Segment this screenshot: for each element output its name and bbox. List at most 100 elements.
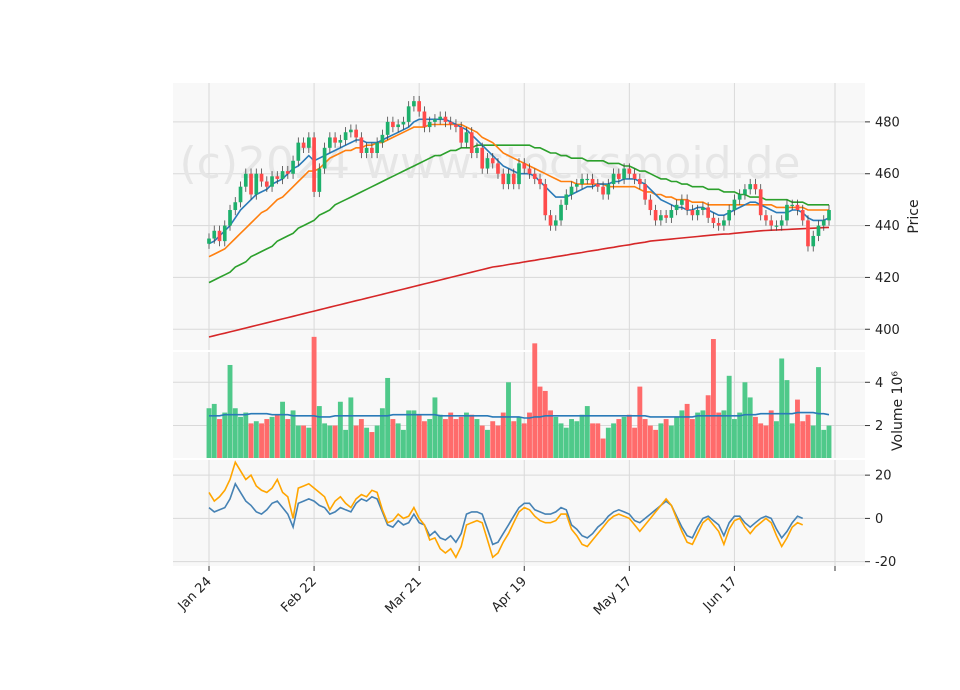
volume-bar [674,416,680,458]
volume-bar [222,412,228,458]
candle-body [280,171,285,179]
candle-body [627,168,632,174]
candle-body [485,158,490,169]
volume-bar [705,395,711,458]
candle-body [364,147,369,153]
candle-body [343,132,348,141]
candle-body [317,168,322,192]
candle-body [648,199,653,211]
volume-bar [464,412,469,458]
volume-bar [779,358,785,458]
volume-bar [753,416,758,458]
oscillator-line-2 [208,460,804,559]
x-tick-label: Mar 21 [382,574,425,617]
candle-body [238,186,243,203]
candle-body [501,173,506,185]
candle-body [701,207,705,211]
candle-body [743,189,747,195]
candle-body [312,137,316,192]
candle-body [506,173,511,185]
x-tick-label: Jan 24 [175,574,215,614]
candle-body [753,184,758,190]
volume-bar [500,412,506,458]
volume-bar [553,416,559,458]
volume-bar [232,408,238,458]
candle-body [375,142,379,153]
x-tick-label: Jun 17 [700,574,740,614]
volume-bar [217,419,222,458]
candle-body [574,184,579,187]
volume-bar [227,364,233,458]
candle-body [438,116,443,120]
candle-body [243,173,248,187]
candle-body [490,158,495,164]
volume-bar [774,421,779,458]
volume-bar [548,410,553,458]
candle-body [774,225,779,227]
volume-bar [574,421,580,458]
candle-body [664,215,668,218]
candle-body [606,184,611,195]
candle-body [222,225,227,242]
candle-body [643,184,647,200]
volume-bar [269,416,275,458]
candle-body [790,204,795,207]
volume-bar [716,412,722,458]
candle-body [590,178,595,185]
volume-bar [695,412,701,458]
candle-body [464,132,469,143]
candle-body [391,121,395,128]
volume-bar [647,425,653,458]
volume-bar [264,419,270,458]
volume-bar [206,408,212,458]
volume-bar [621,416,627,458]
volume-bar [689,419,695,458]
volume-bar [537,386,543,458]
candle-body [522,163,527,169]
volume-bar [521,423,527,458]
volume-bar [595,423,601,458]
volume-bar [616,419,622,458]
candle-body [548,215,553,226]
1-tick-label: 2 [875,419,883,434]
candle-body [821,220,826,226]
volume-bar [611,423,617,458]
volume-bar [600,438,606,458]
volume-bar [726,375,732,458]
candle-body [443,116,448,122]
candle-body [469,132,474,153]
candle-body [748,184,753,190]
volume-bar [448,412,454,458]
candle-body [285,171,290,174]
volume-bar [248,423,254,458]
2-tick-label: 0 [875,512,883,527]
candle-body [249,173,253,195]
candle-body [685,199,689,211]
volume-bar [826,425,832,458]
candle-body [616,173,621,179]
0-background [173,83,865,350]
candle-body [795,204,800,211]
candle-body [475,147,479,153]
candle-body [680,199,684,205]
volume-bar [327,425,333,458]
candle-body [207,238,211,244]
candle-body [569,186,574,195]
candle-body [779,220,784,226]
volume-ma-line [209,411,830,419]
candle-body [674,204,679,211]
candle-body [806,220,810,247]
volume-bar [805,414,811,458]
candle-body [306,137,311,148]
x-axis: Jan 24 Feb 22 Mar 21 Apr 19 May 17 Jun 17 [175,566,836,618]
candle-body [653,210,658,221]
candle-body [706,207,710,218]
volume-bar [816,367,821,458]
volume-bar [353,425,359,458]
volume-bar [789,423,795,458]
candle-body [732,199,737,211]
candle-body [496,163,500,174]
candle-body [816,225,821,236]
1-tick-label: 4 [875,376,883,391]
volume-bar [800,421,806,458]
